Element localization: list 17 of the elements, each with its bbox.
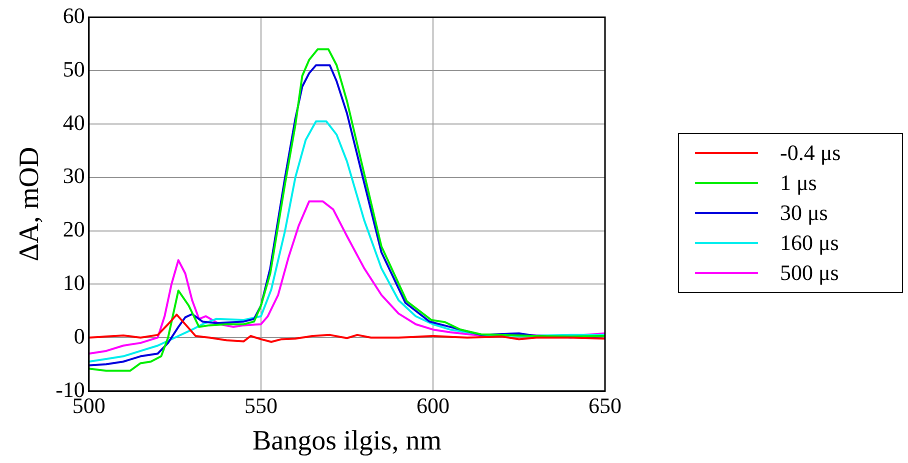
y-tick-label: 0	[74, 323, 85, 348]
legend-label: -0.4 μs	[780, 140, 841, 166]
x-tick-label: 600	[416, 392, 450, 418]
x-tick-label: 650	[588, 392, 622, 418]
legend-label: 500 μs	[780, 260, 839, 286]
legend-label: 1 μs	[780, 170, 817, 196]
y-tick-label: 50	[62, 56, 85, 82]
y-tick-label: 10	[62, 270, 85, 295]
x-axis-title: Bangos ilgis, nm	[252, 426, 442, 457]
legend-label: 30 μs	[780, 200, 828, 226]
x-tick-label: 550	[244, 392, 278, 418]
y-tick-label: 30	[62, 163, 85, 188]
y-tick-label: 20	[62, 216, 85, 242]
y-axis-title: ΔA, mOD	[14, 146, 46, 262]
y-tick-label: 40	[62, 110, 85, 135]
legend-label: 160 μs	[780, 230, 839, 256]
y-tick-label: 60	[62, 2, 85, 28]
